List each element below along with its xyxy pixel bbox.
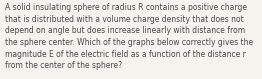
Text: A solid insulating sphere of radius R contains a positive charge
that is distrib: A solid insulating sphere of radius R co… (5, 3, 253, 70)
